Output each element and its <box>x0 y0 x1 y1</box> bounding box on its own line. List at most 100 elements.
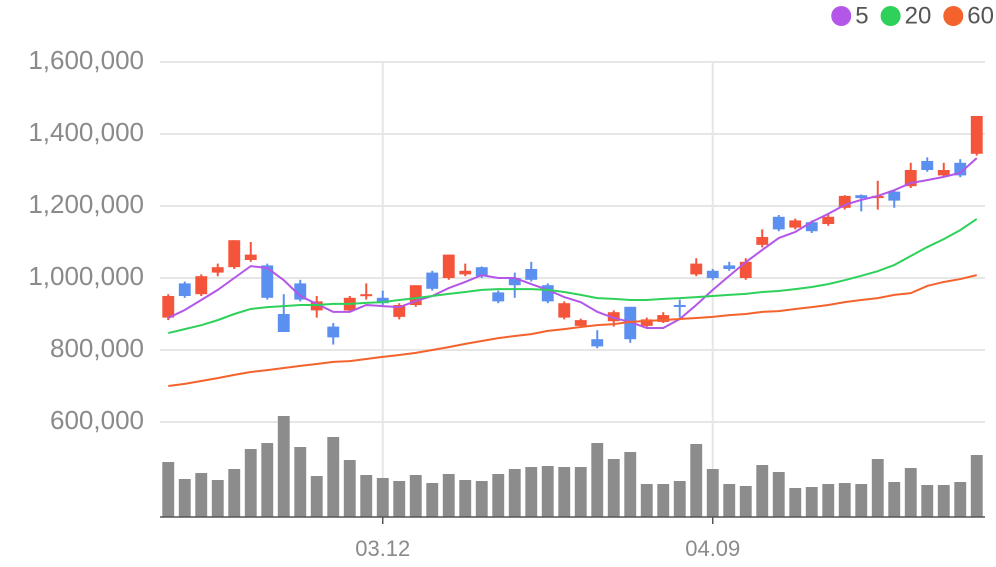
y-tick-label: 1,600,000 <box>28 45 144 75</box>
legend: 5 20 60 <box>831 2 994 29</box>
volume-bar <box>904 468 917 517</box>
volume-bar <box>360 475 373 517</box>
volume-bar <box>756 465 769 517</box>
volume-bar <box>228 469 241 517</box>
candle-body <box>921 161 934 170</box>
y-tick-label: 1,200,000 <box>28 189 144 219</box>
candle-body <box>855 195 868 199</box>
candle-body <box>673 305 686 307</box>
candle-body <box>244 254 257 260</box>
legend-marker <box>943 6 964 26</box>
volume-bar <box>706 469 719 517</box>
volume-bar <box>310 476 323 517</box>
volume-bar <box>393 481 406 517</box>
volume-bar <box>921 485 934 517</box>
candle-body <box>607 312 620 322</box>
candle-body <box>393 305 406 317</box>
candle-body <box>888 191 901 201</box>
volume-bar <box>426 483 439 517</box>
volume-bar <box>541 466 554 517</box>
volume-bar <box>871 459 884 517</box>
y-tick-label: 1,400,000 <box>28 117 144 147</box>
candle-body <box>277 314 290 332</box>
candle-body <box>376 297 389 304</box>
volume-bar <box>492 474 505 517</box>
volume-bar <box>211 480 224 517</box>
volume-bar <box>954 482 967 517</box>
volume-bar <box>591 443 604 517</box>
volume-bar <box>937 485 950 517</box>
candle-body <box>706 270 719 278</box>
volume-bar <box>607 459 620 517</box>
y-tick-label: 1,000,000 <box>28 261 144 291</box>
candle-body <box>294 283 307 300</box>
candle-body <box>211 267 224 273</box>
volume-bar <box>475 481 488 517</box>
candle-body <box>640 319 653 326</box>
candle-body <box>442 254 455 278</box>
volume-bar <box>970 455 983 517</box>
candle-body <box>558 303 571 318</box>
volume-bar <box>690 444 703 517</box>
candle-body <box>822 216 835 224</box>
candle-body <box>508 278 521 286</box>
volume-bar <box>244 449 257 517</box>
candle-body <box>327 326 340 338</box>
ma-line <box>168 218 978 335</box>
volume-bar <box>409 475 422 517</box>
volume-bar <box>805 487 818 517</box>
candle-body <box>195 276 208 295</box>
candle-body <box>360 294 373 297</box>
volume-bar <box>657 484 670 517</box>
ma-line <box>168 274 977 387</box>
volume-bar <box>789 488 802 517</box>
candle-body <box>690 263 703 275</box>
volume-bar <box>624 452 637 517</box>
volume-bar <box>525 467 538 517</box>
volume-bar <box>376 478 389 517</box>
candle-body <box>789 220 802 228</box>
candle-body <box>871 195 884 199</box>
volume-bar <box>327 437 340 517</box>
volume-bar <box>723 484 736 517</box>
candle-body <box>739 261 752 278</box>
candle-body <box>574 320 587 326</box>
candle-body <box>228 240 241 268</box>
candle-body <box>772 216 785 230</box>
volume-bar <box>343 460 356 517</box>
volume-bar <box>574 467 587 517</box>
candle-body <box>541 285 554 302</box>
candle-body <box>591 339 604 347</box>
candle-body <box>525 269 538 280</box>
volume-bar <box>739 486 752 517</box>
volume-bar <box>888 482 901 517</box>
volume-bar <box>442 474 455 517</box>
volume-bar <box>261 443 274 517</box>
candle-body <box>261 265 274 298</box>
candle-body <box>838 195 851 208</box>
candle-body <box>492 292 505 302</box>
candle-body <box>970 116 983 154</box>
candle-body <box>475 267 488 277</box>
volume-bar <box>508 469 521 517</box>
volume-bar <box>558 467 571 517</box>
volume-bar <box>459 480 472 517</box>
candle-body <box>954 162 967 176</box>
candle-body <box>178 283 191 296</box>
candle-body <box>756 236 769 245</box>
candle-body <box>162 296 175 318</box>
volume-bar <box>855 484 868 517</box>
candle-body <box>426 272 439 289</box>
volume-bar <box>838 483 851 517</box>
volume-bar <box>195 473 208 517</box>
legend-label: 60 <box>967 2 994 29</box>
volume-bar <box>640 484 653 517</box>
y-tick-label: 600,000 <box>50 405 144 435</box>
candle-body <box>624 306 637 340</box>
volume-bar <box>162 462 175 517</box>
candle-body <box>409 285 422 305</box>
legend-marker <box>831 6 852 26</box>
volume-bar <box>277 416 290 517</box>
ma-line <box>167 157 978 330</box>
